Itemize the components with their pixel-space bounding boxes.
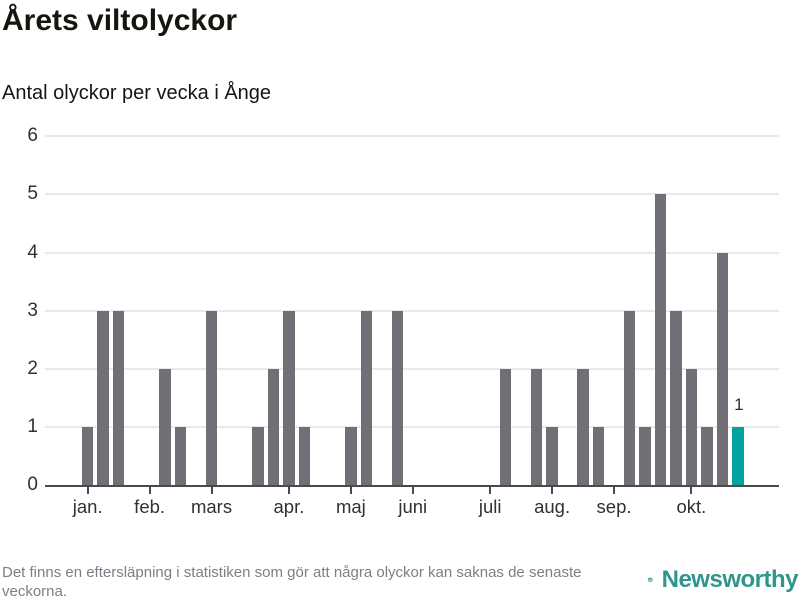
y-axis-label: 0 xyxy=(0,474,38,496)
x-axis-label: sep. xyxy=(597,496,632,518)
bar xyxy=(206,311,218,485)
y-axis-label: 5 xyxy=(0,183,38,205)
y-axis-label: 3 xyxy=(0,300,38,322)
gridline xyxy=(45,426,779,428)
x-axis-tick xyxy=(613,487,615,494)
x-axis-tick xyxy=(489,487,491,494)
x-axis-label: juli xyxy=(479,496,502,518)
newsworthy-logo-icon xyxy=(648,561,653,599)
bar xyxy=(252,427,264,484)
x-axis-tick xyxy=(211,487,213,494)
x-axis-label: jan. xyxy=(73,496,103,518)
x-axis-label: aug. xyxy=(534,496,570,518)
bar xyxy=(299,427,311,484)
bar xyxy=(639,427,651,484)
x-axis-label: mars xyxy=(191,496,232,518)
bar xyxy=(361,311,373,485)
bar xyxy=(593,427,605,484)
footer-note: Det finns en eftersläpning i statistiken… xyxy=(2,563,638,601)
bar xyxy=(686,369,698,485)
x-axis-tick xyxy=(288,487,290,494)
x-axis-label: apr. xyxy=(274,496,305,518)
bar xyxy=(546,427,558,484)
bar xyxy=(159,369,171,485)
gridline xyxy=(45,135,779,137)
y-axis-label: 6 xyxy=(0,125,38,147)
bar xyxy=(175,427,187,484)
bar xyxy=(624,311,636,485)
x-axis-label: okt. xyxy=(676,496,706,518)
x-axis-tick xyxy=(412,487,414,494)
bar xyxy=(82,427,94,484)
bar xyxy=(701,427,713,484)
x-axis-tick xyxy=(690,487,692,494)
x-axis-label: juni xyxy=(398,496,427,518)
x-axis-tick xyxy=(87,487,89,494)
bar xyxy=(392,311,404,485)
bar xyxy=(655,194,667,484)
gridline xyxy=(45,252,779,254)
bar xyxy=(717,253,729,485)
x-axis-tick xyxy=(149,487,151,494)
highlighted-bar xyxy=(732,427,744,484)
gridline xyxy=(45,310,779,312)
x-axis-label: feb. xyxy=(134,496,165,518)
bar xyxy=(500,369,512,485)
bar xyxy=(97,311,109,485)
bar xyxy=(268,369,280,485)
brand-name: Newsworthy xyxy=(662,566,798,594)
x-axis-label: maj xyxy=(336,496,366,518)
gridline xyxy=(45,368,779,370)
bar xyxy=(283,311,295,485)
bar-value-label: 1 xyxy=(734,395,743,415)
brand-logo: Newsworthy xyxy=(648,561,798,599)
bar xyxy=(345,427,357,484)
bar xyxy=(113,311,125,485)
y-axis-label: 2 xyxy=(0,358,38,380)
y-axis-label: 4 xyxy=(0,242,38,264)
x-axis-tick xyxy=(350,487,352,494)
x-axis-tick xyxy=(551,487,553,494)
gridline xyxy=(45,193,779,195)
y-axis-label: 1 xyxy=(0,416,38,438)
bar-chart: 0 1 2 3 4 5 6 jan. feb. mars apr. maj juni juli aug. se… xyxy=(0,0,800,560)
bar xyxy=(531,369,543,485)
bar xyxy=(670,311,682,485)
bar xyxy=(577,369,589,485)
